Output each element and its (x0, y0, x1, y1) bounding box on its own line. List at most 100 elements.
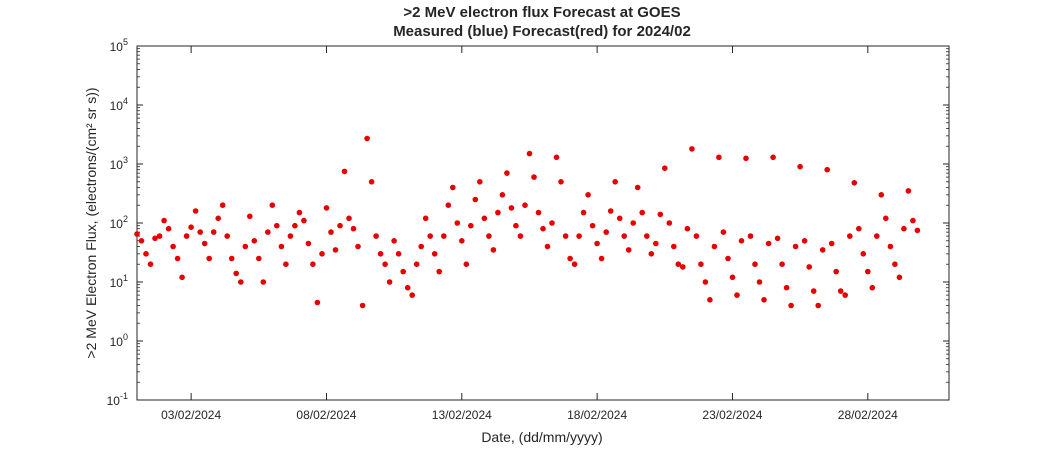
data-point (544, 243, 551, 250)
data-point (341, 168, 348, 175)
data-point (499, 192, 506, 198)
data-point (648, 251, 655, 257)
data-point (228, 255, 235, 262)
data-point (409, 292, 416, 298)
data-point (468, 222, 474, 229)
x-axis-label: Date, (dd/mm/yyyy) (481, 429, 602, 445)
data-point (693, 233, 700, 239)
data-point (278, 243, 285, 250)
data-point (594, 240, 600, 247)
data-points (134, 135, 921, 309)
data-point (265, 229, 271, 235)
data-point (445, 202, 452, 208)
data-point (770, 154, 776, 161)
data-point (634, 184, 641, 191)
data-point (612, 179, 618, 185)
x-tick-label: 28/02/2024 (838, 408, 898, 422)
y-tick-label: 103 (110, 155, 128, 172)
data-point (490, 247, 497, 253)
data-point (427, 233, 434, 239)
data-point (201, 240, 208, 247)
data-point (819, 247, 826, 253)
data-point (779, 261, 785, 268)
y-tick-label: 10-1 (107, 391, 128, 408)
data-point (450, 184, 456, 191)
data-point (901, 225, 907, 232)
data-point (504, 170, 510, 176)
data-point (833, 268, 839, 275)
data-point (702, 279, 709, 285)
data-point (242, 243, 249, 250)
data-point (183, 233, 190, 239)
data-point (147, 261, 154, 268)
data-point (459, 238, 465, 244)
data-point (305, 240, 312, 247)
data-point (905, 188, 912, 194)
data-point (666, 220, 673, 226)
plot-area (136, 45, 950, 401)
data-point (391, 238, 397, 244)
data-point (292, 222, 298, 229)
data-point (580, 209, 587, 216)
data-point (684, 225, 691, 232)
data-point (319, 251, 325, 257)
data-point (206, 255, 212, 262)
data-point (422, 215, 429, 222)
data-point (806, 264, 812, 270)
data-point (716, 154, 722, 161)
data-point (472, 196, 479, 203)
data-point (607, 208, 614, 214)
data-point (215, 215, 221, 222)
data-point (454, 220, 461, 226)
data-point (436, 268, 443, 275)
data-point (386, 279, 393, 285)
data-point (283, 261, 289, 268)
data-point (247, 213, 253, 220)
data-point (540, 225, 546, 232)
data-point (792, 243, 799, 250)
data-point (165, 225, 172, 232)
data-point (734, 292, 740, 298)
data-point (332, 247, 339, 253)
data-point (156, 233, 163, 239)
data-point (522, 202, 528, 208)
data-point (576, 233, 582, 239)
data-point (192, 208, 199, 214)
data-point (874, 233, 880, 239)
data-point (224, 233, 230, 239)
data-point (463, 261, 470, 268)
data-point (251, 238, 258, 244)
y-axis: 10-1 100 101 102 103 104 105 (107, 37, 949, 408)
data-point (851, 180, 858, 186)
data-point (233, 270, 239, 277)
data-point (774, 235, 781, 242)
data-point (368, 179, 375, 185)
data-point (310, 261, 316, 268)
chart-title: >2 MeV electron flux Forecast at GOES (403, 4, 680, 21)
data-point (783, 284, 790, 291)
y-tick-label: 101 (110, 273, 128, 290)
data-point (752, 261, 758, 268)
data-point (301, 217, 307, 224)
data-point (720, 229, 727, 235)
data-point (481, 215, 488, 222)
data-point (747, 233, 754, 239)
data-point (134, 231, 140, 237)
data-point (328, 229, 334, 235)
data-point (477, 179, 483, 185)
data-point (373, 233, 379, 239)
data-point (675, 261, 682, 268)
data-point (143, 251, 149, 257)
data-point (585, 192, 591, 198)
data-point (558, 179, 564, 185)
data-point (616, 215, 623, 222)
data-point (418, 243, 425, 250)
data-point (598, 255, 605, 262)
y-axis-label: >2 MeV Electron Flux, (electrons/(cm² sr… (83, 87, 99, 358)
data-point (364, 135, 370, 142)
data-point (680, 264, 686, 270)
y-tick-label: 100 (110, 332, 128, 349)
data-point (653, 240, 659, 247)
data-point (896, 274, 903, 281)
data-point (531, 174, 537, 180)
